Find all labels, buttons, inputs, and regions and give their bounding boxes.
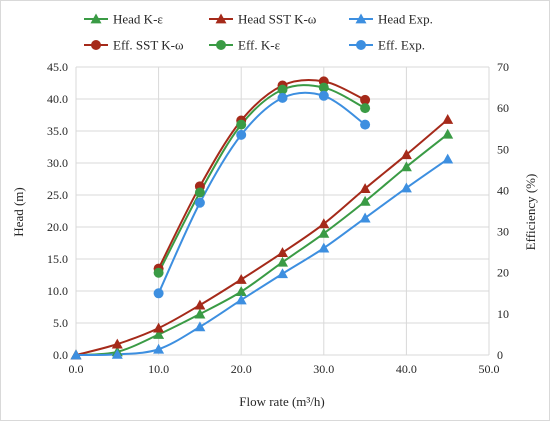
legend-item: Eff. Exp.	[349, 38, 425, 53]
x-tick-label: 0.0	[69, 362, 84, 376]
triangle-marker	[318, 242, 330, 253]
y-tick-label: 25.0	[47, 188, 68, 202]
y2-tick-label: 30	[497, 225, 509, 239]
circle-marker	[360, 119, 371, 130]
legend-label: Eff. SST K-ω	[113, 38, 184, 53]
y-tick-label: 10.0	[47, 284, 68, 298]
triangle-marker	[277, 247, 288, 257]
triangle-marker	[359, 183, 371, 193]
x-tick-label: 50.0	[479, 362, 500, 376]
legend-marker	[356, 40, 366, 50]
y-tick-label: 5.0	[53, 316, 68, 330]
triangle-marker	[70, 349, 82, 360]
triangle-marker	[359, 195, 371, 206]
legend-marker	[91, 40, 101, 50]
x-tick-label: 40.0	[396, 362, 417, 376]
legend-marker	[216, 40, 226, 50]
triangle-marker	[442, 153, 454, 164]
legend-label: Eff. K-ε	[238, 38, 281, 53]
triangle-marker	[111, 338, 123, 349]
series-lines	[75, 78, 449, 357]
y-tick-label: 35.0	[47, 124, 68, 138]
circle-marker	[277, 84, 288, 95]
x-tick-label: 30.0	[313, 362, 334, 376]
triangle-marker	[277, 256, 288, 267]
series-line-2	[75, 158, 449, 357]
legend-item: Head Exp.	[349, 12, 433, 27]
triangle-marker	[111, 348, 123, 359]
legend-marker	[90, 13, 102, 24]
circle-marker	[194, 197, 205, 208]
triangle-marker	[153, 322, 165, 333]
y2-tick-label: 70	[497, 60, 509, 74]
circle-marker	[360, 103, 371, 114]
circle-marker	[318, 90, 329, 101]
triangle-marker	[235, 286, 247, 297]
legend-item: Head SST K-ω	[209, 12, 317, 27]
series-line-5	[157, 91, 366, 294]
circle-marker	[153, 267, 164, 278]
series-line-0	[75, 133, 449, 356]
triangle-marker	[153, 343, 165, 354]
legend-marker	[215, 13, 227, 24]
circle-marker	[236, 129, 247, 140]
triangle-marker	[442, 128, 454, 139]
y2-tick-label: 0	[497, 348, 503, 362]
triangle-marker	[400, 161, 412, 172]
legend-label: Eff. Exp.	[378, 38, 425, 53]
legend-item: Eff. SST K-ω	[84, 38, 184, 53]
circle-marker	[318, 82, 329, 93]
y-tick-label: 40.0	[47, 92, 68, 106]
circle-marker	[277, 92, 288, 103]
legend: Head K-ε Head SST K-ω Head Exp. Eff. SST K-…	[84, 12, 433, 53]
circle-marker	[153, 288, 164, 299]
triangle-marker	[235, 294, 247, 305]
y2-tick-label: 60	[497, 101, 509, 115]
y-tick-label: 0.0	[53, 348, 68, 362]
y-tick-label: 15.0	[47, 252, 68, 266]
triangle-marker	[194, 321, 206, 332]
legend-item: Head K-ε	[84, 12, 163, 27]
y-axis-title: Head (m)	[11, 187, 26, 236]
triangle-marker	[194, 299, 206, 310]
y2-tick-label: 10	[497, 307, 509, 321]
y2-tick-label: 20	[497, 266, 509, 280]
legend-label: Head Exp.	[378, 12, 433, 27]
y2-tick-label: 50	[497, 142, 509, 156]
y2-tick-label: 40	[497, 183, 509, 197]
x-tick-label: 10.0	[148, 362, 169, 376]
circle-marker	[194, 187, 205, 198]
series-line-1	[75, 118, 449, 356]
y-tick-label: 45.0	[47, 60, 68, 74]
y-tick-label: 30.0	[47, 156, 68, 170]
y2-axis-title: Efficiency (%)	[523, 174, 538, 251]
triangle-marker	[400, 182, 412, 193]
x-axis-title: Flow rate (m³/h)	[239, 394, 325, 409]
triangle-marker	[318, 227, 330, 238]
x-tick-label: 20.0	[231, 362, 252, 376]
triangle-marker	[153, 329, 165, 339]
legend-item: Eff. K-ε	[209, 38, 281, 53]
series-markers	[70, 76, 454, 360]
triangle-marker	[400, 149, 412, 160]
legend-label: Head SST K-ω	[238, 12, 317, 27]
triangle-marker	[442, 113, 454, 124]
triangle-marker	[235, 273, 247, 284]
y-tick-label: 20.0	[47, 220, 68, 234]
grid-lines	[75, 66, 490, 356]
triangle-marker	[318, 218, 330, 229]
legend-label: Head K-ε	[113, 12, 163, 27]
triangle-marker	[359, 212, 371, 223]
axes: 0.0 5.0 10.0 15.0 20.0 25.0 30.0 35.0 40.0 45.0 0 1…	[47, 60, 509, 376]
triangle-marker	[277, 268, 288, 279]
circle-marker	[236, 119, 247, 130]
triangle-marker	[194, 308, 206, 319]
circle-marker	[360, 94, 371, 105]
legend-marker	[355, 13, 367, 24]
